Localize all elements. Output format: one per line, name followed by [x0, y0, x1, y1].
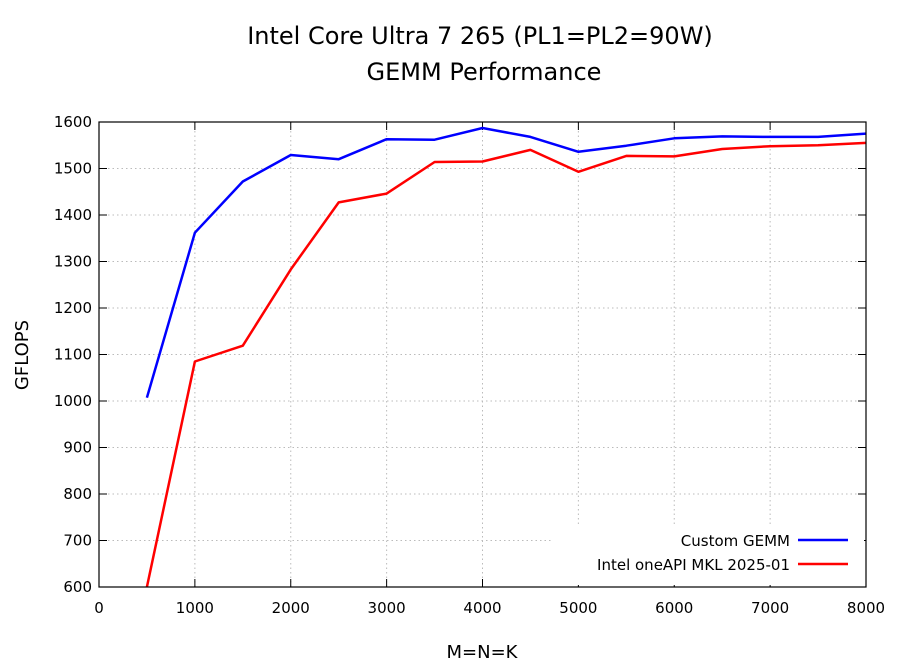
legend-label-0: Custom GEMM: [681, 532, 790, 550]
y-tick-label: 1200: [54, 299, 92, 317]
x-tick-label: 8000: [847, 599, 885, 617]
plot-frame: [98, 121, 867, 588]
y-tick-label: 600: [63, 578, 92, 596]
y-tick-label: 700: [63, 532, 92, 550]
y-tick-label: 1400: [54, 206, 92, 224]
y-tick-label: 1600: [54, 113, 92, 131]
series-line-1: [145, 141, 867, 588]
chart-subtitle: GEMM Performance: [367, 58, 602, 86]
x-tick-label: 3000: [368, 599, 406, 617]
chart-title: Intel Core Ultra 7 265 (PL1=PL2=90W): [247, 22, 713, 50]
y-tick-label: 800: [63, 485, 92, 503]
legend-label-1: Intel oneAPI MKL 2025-01: [597, 556, 790, 574]
x-tick-label: 2000: [272, 599, 310, 617]
legend: Custom GEMM Intel oneAPI MKL 2025-01: [552, 527, 864, 585]
y-axis-label: GFLOPS: [12, 320, 33, 390]
y-tick-label: 900: [63, 439, 92, 457]
y-tick-label: 1100: [54, 346, 92, 364]
y-tick-label: 1300: [54, 253, 92, 271]
y-tick-label: 1000: [54, 392, 92, 410]
x-tick-label: 4000: [463, 599, 501, 617]
y-tick-label: 1500: [54, 160, 92, 178]
x-axis-label: M=N=K: [447, 642, 519, 663]
x-tick-label: 7000: [751, 599, 789, 617]
x-tick-label: 1000: [176, 599, 214, 617]
x-tick-label: 6000: [655, 599, 693, 617]
x-tick-label: 0: [94, 599, 104, 617]
series-line-0: [145, 126, 867, 399]
x-tick-label: 5000: [559, 599, 597, 617]
legend-background: [552, 527, 864, 585]
